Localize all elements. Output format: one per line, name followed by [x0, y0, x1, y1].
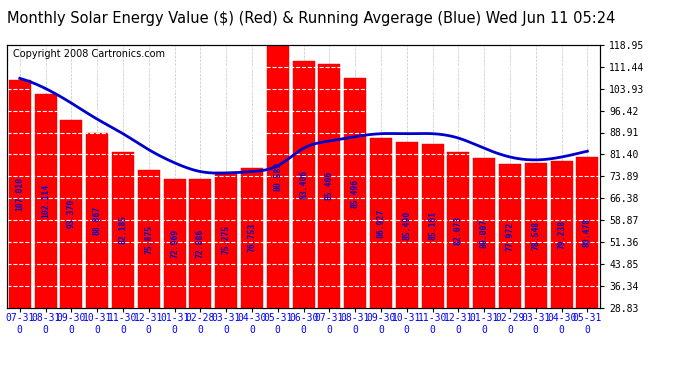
Bar: [61, 120, 82, 308]
Bar: [86, 133, 108, 308]
Bar: [164, 179, 186, 308]
Bar: [576, 157, 598, 308]
Text: 72.969: 72.969: [170, 229, 179, 258]
Text: 85.496: 85.496: [351, 178, 359, 207]
Text: Monthly Solar Energy Value ($) (Red) & Running Avgerage (Blue) Wed Jun 11 05:24: Monthly Solar Energy Value ($) (Red) & R…: [7, 11, 615, 26]
Text: 80.478: 80.478: [583, 217, 592, 247]
Text: 82.073: 82.073: [454, 215, 463, 244]
Bar: [9, 80, 31, 308]
Text: 93.370: 93.370: [67, 199, 76, 228]
Bar: [344, 78, 366, 308]
Text: 86.927: 86.927: [377, 208, 386, 237]
Text: 83.406: 83.406: [299, 170, 308, 199]
Text: 82.185: 82.185: [119, 215, 128, 244]
Bar: [396, 142, 417, 308]
Bar: [525, 163, 546, 308]
Text: 107.010: 107.010: [15, 177, 24, 211]
Text: 72.886: 72.886: [196, 229, 205, 258]
Bar: [473, 158, 495, 308]
Bar: [112, 152, 134, 308]
Text: 80.007: 80.007: [480, 218, 489, 248]
Bar: [499, 164, 521, 308]
Bar: [293, 61, 315, 308]
Text: 80.589: 80.589: [273, 162, 282, 191]
Bar: [241, 168, 263, 308]
Text: 75.275: 75.275: [221, 225, 230, 255]
Text: 85.406: 85.406: [325, 171, 334, 200]
Text: 85.490: 85.490: [402, 210, 411, 240]
Bar: [551, 160, 573, 308]
Bar: [422, 144, 444, 308]
Bar: [215, 172, 237, 308]
Text: 88.867: 88.867: [92, 206, 101, 235]
Text: 78.548: 78.548: [531, 220, 540, 250]
Text: 76.753: 76.753: [248, 223, 257, 252]
Bar: [267, 46, 288, 308]
Bar: [318, 64, 340, 308]
Bar: [447, 152, 469, 308]
Text: 75.875: 75.875: [144, 224, 153, 254]
Text: 79.238: 79.238: [557, 219, 566, 249]
Text: 102.114: 102.114: [41, 184, 50, 218]
Text: 77.972: 77.972: [506, 221, 515, 251]
Bar: [190, 179, 211, 308]
Bar: [34, 94, 57, 308]
Bar: [370, 138, 392, 308]
Bar: [138, 171, 160, 308]
Text: 85.101: 85.101: [428, 211, 437, 240]
Text: Copyright 2008 Cartronics.com: Copyright 2008 Cartronics.com: [13, 49, 165, 59]
